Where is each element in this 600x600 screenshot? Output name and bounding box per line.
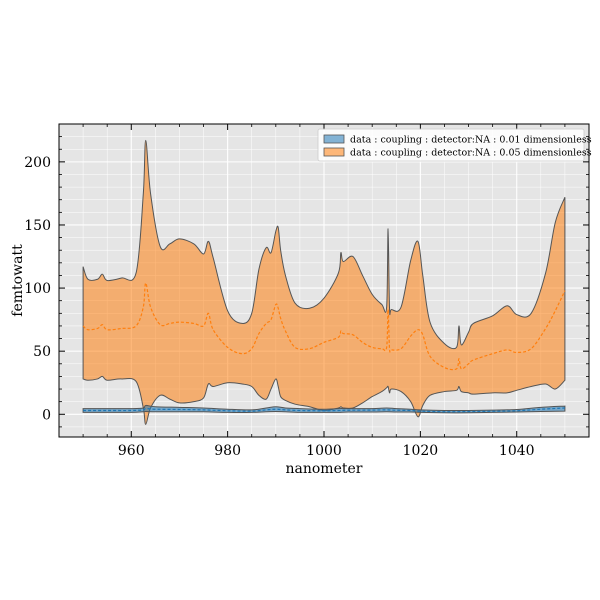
legend-box xyxy=(317,128,585,162)
x-tick-label: 1040 xyxy=(499,443,535,459)
series-mean-line-0 xyxy=(83,407,565,413)
legend-swatch-0 xyxy=(323,134,345,144)
y-tick-label: 100 xyxy=(24,281,51,297)
x-axis-label: nanometer xyxy=(286,461,363,477)
legend: data : coupling : detector:NA : 0.01 dim… xyxy=(317,128,592,162)
legend-entry-1: data : coupling : detector:NA : 0.05 dim… xyxy=(350,148,592,159)
x-tick-label: 960 xyxy=(118,443,145,459)
legend-swatch-1 xyxy=(323,147,345,157)
y-tick-label: 200 xyxy=(24,155,51,171)
legend-entry-0: data : coupling : detector:NA : 0.01 dim… xyxy=(350,135,592,146)
series-band-1 xyxy=(82,139,566,425)
x-tick-label: 1020 xyxy=(403,443,439,459)
y-tick-label: 0 xyxy=(42,407,51,423)
x-tick-label: 980 xyxy=(214,443,241,459)
y-axis-label: femtowatt xyxy=(10,244,26,317)
series-areas xyxy=(82,139,566,425)
y-tick-label: 50 xyxy=(33,344,51,360)
series-band-0 xyxy=(82,404,566,414)
x-tick-label: 1000 xyxy=(306,443,342,459)
axis-ticks: 960 980 1000 1020 1040 0 50 100 150 200 xyxy=(24,123,590,459)
y-tick-label: 150 xyxy=(24,218,51,234)
